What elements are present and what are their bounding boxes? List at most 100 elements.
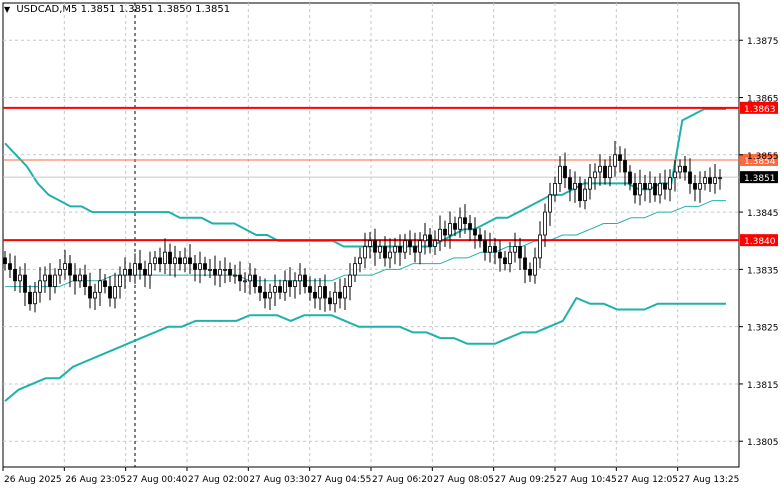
time-axis: 26 Aug 2025 26 Aug 23:05 27 Aug 00:40 27 Au…	[2, 467, 739, 485]
candle	[188, 244, 192, 274]
candle-body	[648, 183, 652, 190]
candle-body	[88, 286, 92, 299]
y-tick-label: 1.3875	[747, 37, 779, 47]
candle	[158, 247, 162, 273]
y-tick-label: 1.3835	[747, 266, 779, 276]
candle	[433, 230, 437, 256]
candle-body	[718, 177, 722, 180]
candle-body	[268, 291, 272, 299]
dropdown-triangle-icon[interactable]: ▼	[4, 5, 11, 14]
candle	[23, 263, 27, 307]
candle-body	[388, 251, 392, 259]
candle-body	[68, 263, 72, 276]
x-tick-label: 27 Aug 02:00	[188, 475, 249, 485]
candle-body	[463, 217, 467, 224]
y-tick-label: 1.3805	[747, 438, 779, 448]
candle-body	[78, 274, 82, 282]
candle-body	[393, 246, 397, 253]
candle-body	[508, 251, 512, 265]
candle	[713, 163, 717, 194]
candle	[603, 159, 607, 185]
chart-grid	[2, 2, 740, 468]
candle	[493, 237, 497, 265]
candle-body	[283, 280, 287, 293]
candle-body	[133, 263, 137, 276]
candle	[453, 216, 457, 237]
candle	[238, 261, 242, 292]
candle-body	[188, 257, 192, 265]
candle	[303, 268, 307, 294]
y-tick-label: 1.3825	[747, 324, 779, 334]
candle	[68, 255, 72, 288]
candle	[718, 169, 722, 190]
candle	[78, 268, 82, 288]
candle	[38, 267, 42, 303]
level-price-label: 1.3854	[744, 157, 776, 167]
candle-body	[298, 274, 302, 282]
candle-body	[523, 257, 527, 270]
candle-body	[328, 297, 332, 305]
candle	[618, 146, 622, 173]
x-tick-label: 27 Aug 04:55	[311, 475, 372, 485]
candle	[403, 233, 407, 260]
candle	[598, 154, 602, 186]
x-tick-label: 27 Aug 12:05	[617, 475, 678, 485]
candle-body	[18, 274, 22, 282]
candle	[148, 251, 152, 289]
candle-body	[668, 177, 672, 190]
candle	[358, 247, 362, 273]
candle	[153, 251, 157, 271]
y-tick-label: 1.3855	[747, 152, 779, 162]
level-price-label-bg	[740, 101, 778, 114]
candle	[88, 272, 92, 309]
lower-band-line	[4, 297, 726, 402]
candle	[228, 262, 232, 282]
candle	[563, 152, 567, 189]
candle	[53, 268, 57, 294]
candle-body	[623, 160, 627, 173]
candle	[468, 214, 472, 242]
candle-body	[28, 291, 32, 305]
candle-body	[333, 291, 337, 305]
candle-body	[248, 274, 252, 282]
candle	[173, 245, 177, 278]
candle	[353, 256, 357, 282]
candle-body	[308, 286, 312, 293]
candle-body	[533, 257, 537, 276]
candle	[143, 260, 147, 288]
candle-body	[163, 251, 167, 265]
candle	[623, 148, 627, 186]
upper-band-line	[4, 108, 726, 248]
candle	[613, 141, 617, 177]
candle-body	[293, 280, 297, 287]
candle	[373, 228, 377, 266]
candle-body	[483, 240, 487, 253]
candle	[643, 174, 647, 202]
candle-body	[338, 291, 342, 299]
candle-body	[663, 183, 667, 190]
candle-body	[348, 274, 352, 287]
candle-body	[448, 223, 452, 236]
candle	[208, 259, 212, 278]
x-tick-label: 27 Aug 08:05	[433, 475, 494, 485]
candle	[118, 266, 122, 299]
candle-body	[473, 228, 477, 236]
candle	[428, 228, 432, 254]
candle-body	[203, 263, 207, 270]
current-price-label: 1.3851	[744, 174, 776, 184]
candle-body	[643, 183, 647, 190]
candle	[553, 176, 557, 202]
candle	[308, 276, 312, 301]
candle	[128, 262, 132, 282]
candle-body	[83, 274, 87, 287]
y-tick-label: 1.3845	[747, 209, 779, 219]
candles	[3, 141, 722, 313]
candle-body	[128, 268, 132, 276]
candle-body	[443, 228, 447, 236]
candle-body	[48, 274, 52, 287]
candle-body	[8, 263, 12, 270]
candle	[658, 173, 662, 204]
x-tick-label: 26 Aug 2025	[4, 475, 62, 485]
candle-body	[98, 280, 102, 293]
